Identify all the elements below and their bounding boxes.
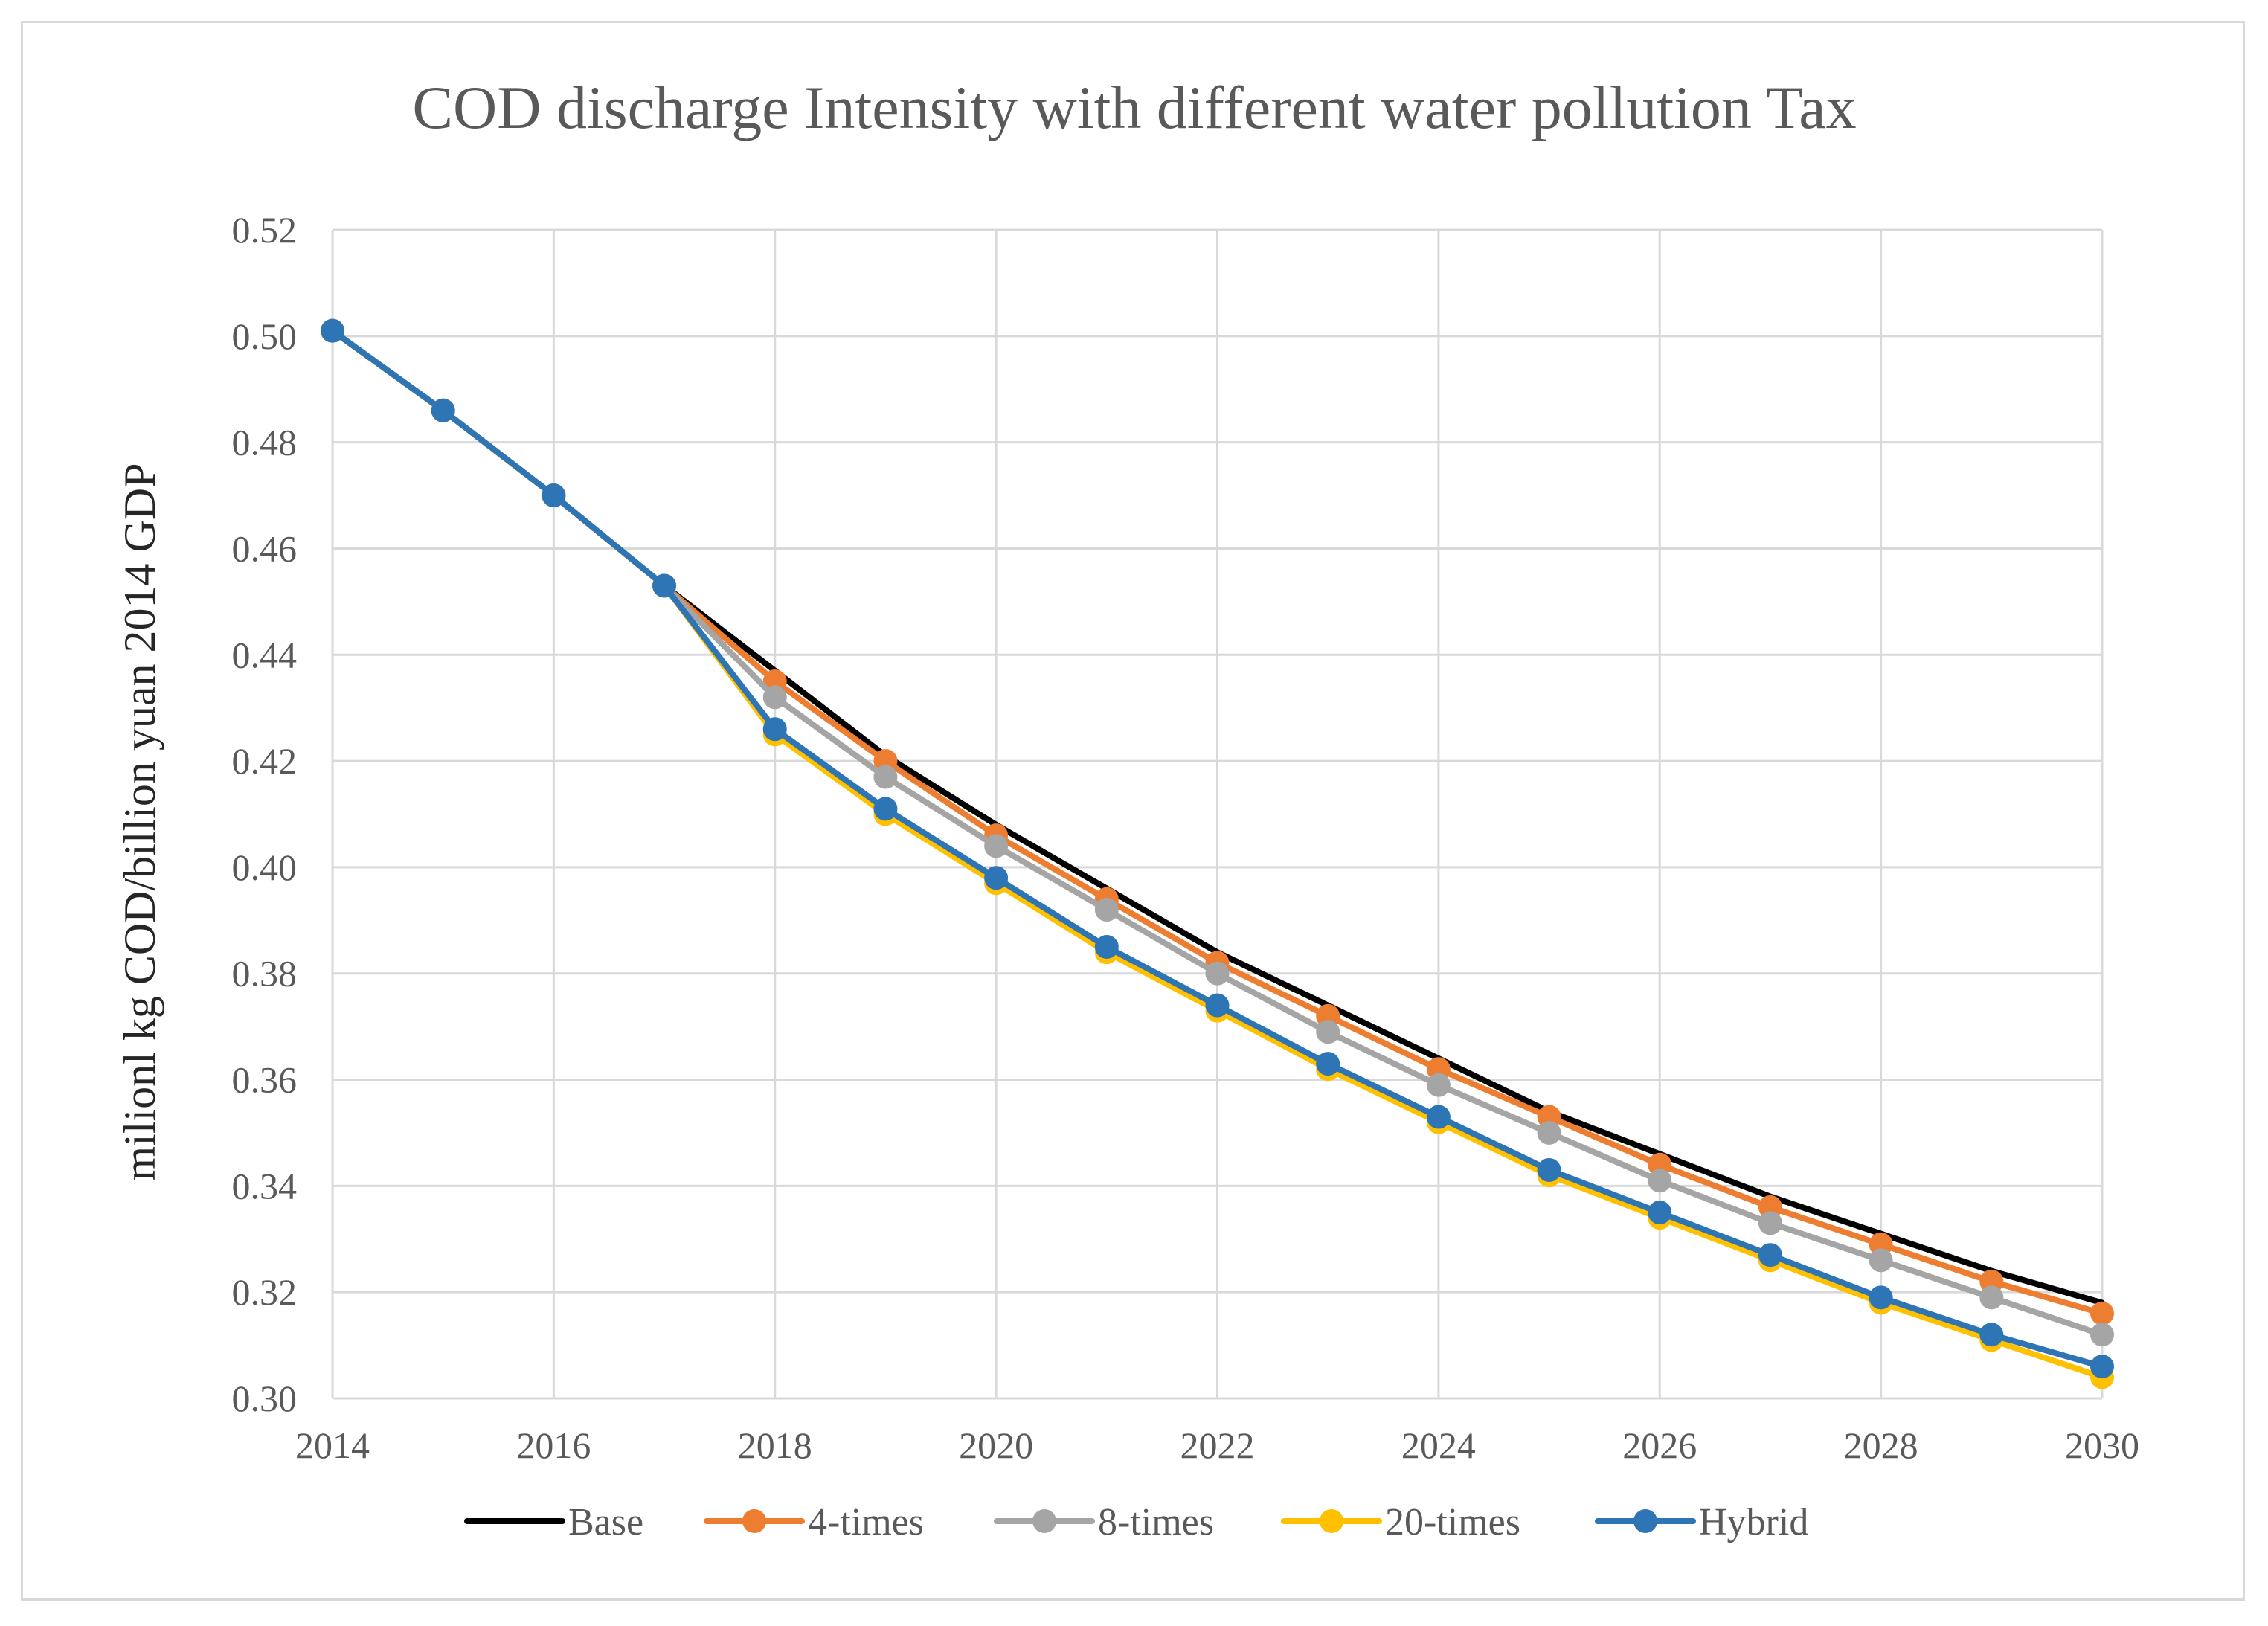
data-point-8-times <box>1205 961 1230 986</box>
legend: Base 4-times 8-times 20-times Hybrid <box>464 1501 1808 1543</box>
legend-item-base: Base <box>464 1501 643 1543</box>
data-point-4-times <box>2090 1301 2114 1325</box>
x-tick-label: 2014 <box>295 1424 370 1466</box>
y-tick-label: 0.38 <box>232 953 298 994</box>
legend-swatch-marker <box>1320 1509 1343 1533</box>
x-tick-label: 2026 <box>1622 1424 1697 1466</box>
data-series <box>321 318 2114 1389</box>
data-point-hybrid <box>1094 935 1119 960</box>
x-tick-label: 2030 <box>2065 1424 2139 1466</box>
data-point-hybrid <box>321 318 344 343</box>
chart-frame <box>21 21 2245 1601</box>
data-point-hybrid <box>1758 1243 1782 1267</box>
data-point-8-times <box>1979 1285 2004 1310</box>
data-point-8-times <box>1758 1211 1782 1235</box>
legend-item-4-times: 4-times <box>704 1501 924 1543</box>
data-point-hybrid <box>1869 1285 1893 1310</box>
series-hybrid <box>321 318 2114 1379</box>
data-point-8-times <box>1648 1169 1672 1193</box>
data-point-8-times <box>1537 1120 1561 1145</box>
axes: 0.30 0.32 0.34 0.36 0.38 0.40 0.42 0.44 0.46 0.48… <box>232 209 2140 1466</box>
data-point-hybrid <box>1426 1105 1451 1129</box>
data-point-hybrid <box>762 717 787 742</box>
y-axis-label: milionl kg COD/billion yuan 2014 GDP <box>115 463 164 1180</box>
data-point-hybrid <box>1316 1052 1340 1076</box>
legend-label: 4-times <box>808 1501 924 1543</box>
data-point-hybrid <box>984 866 1009 890</box>
y-tick-label: 0.44 <box>232 634 298 675</box>
data-point-hybrid <box>2090 1355 2114 1379</box>
gridlines <box>333 228 2104 1398</box>
data-point-hybrid <box>542 483 566 508</box>
legend-item-8-times: 8-times <box>994 1501 1214 1543</box>
data-point-hybrid <box>652 573 677 598</box>
data-point-hybrid <box>1205 993 1230 1018</box>
data-point-hybrid <box>1537 1157 1561 1182</box>
y-tick-label: 0.34 <box>232 1165 298 1206</box>
legend-label: Base <box>568 1501 643 1543</box>
y-tick-label: 0.48 <box>232 422 298 463</box>
data-point-8-times <box>873 765 898 789</box>
legend-item-20-times: 20-times <box>1281 1501 1520 1543</box>
x-tick-label: 2024 <box>1401 1424 1476 1466</box>
data-point-hybrid <box>873 797 898 821</box>
legend-label: 8-times <box>1098 1501 1214 1543</box>
data-point-8-times <box>2090 1323 2114 1347</box>
legend-item-hybrid: Hybrid <box>1595 1501 1808 1543</box>
x-tick-label: 2022 <box>1180 1424 1255 1466</box>
data-point-hybrid <box>1648 1201 1672 1225</box>
x-tick-label: 2020 <box>959 1424 1033 1466</box>
x-tick-label: 2016 <box>516 1424 591 1466</box>
legend-label: 20-times <box>1385 1501 1520 1543</box>
y-tick-label: 0.50 <box>232 315 298 357</box>
data-point-hybrid <box>1979 1323 2004 1347</box>
y-tick-label: 0.52 <box>232 209 298 251</box>
x-tick-label: 2028 <box>1844 1424 1918 1466</box>
data-point-8-times <box>1869 1248 1893 1273</box>
legend-label: Hybrid <box>1699 1501 1808 1543</box>
data-point-hybrid <box>431 398 455 422</box>
data-point-8-times <box>984 834 1009 858</box>
legend-swatch-marker <box>1032 1509 1056 1533</box>
data-point-8-times <box>1094 898 1119 922</box>
y-tick-label: 0.36 <box>232 1059 298 1101</box>
y-tick-label: 0.46 <box>232 527 298 569</box>
x-tick-label: 2018 <box>738 1424 812 1466</box>
y-tick-label: 0.42 <box>232 740 298 782</box>
y-tick-label: 0.40 <box>232 846 298 888</box>
data-point-8-times <box>762 685 787 710</box>
chart-title: COD discharge Intensity with different w… <box>412 74 1856 141</box>
y-tick-label: 0.32 <box>232 1271 298 1313</box>
data-point-8-times <box>1426 1073 1451 1097</box>
legend-swatch-marker <box>742 1509 766 1533</box>
legend-swatch-marker <box>1633 1509 1657 1533</box>
y-tick-label: 0.30 <box>232 1378 298 1419</box>
data-point-8-times <box>1316 1020 1340 1044</box>
